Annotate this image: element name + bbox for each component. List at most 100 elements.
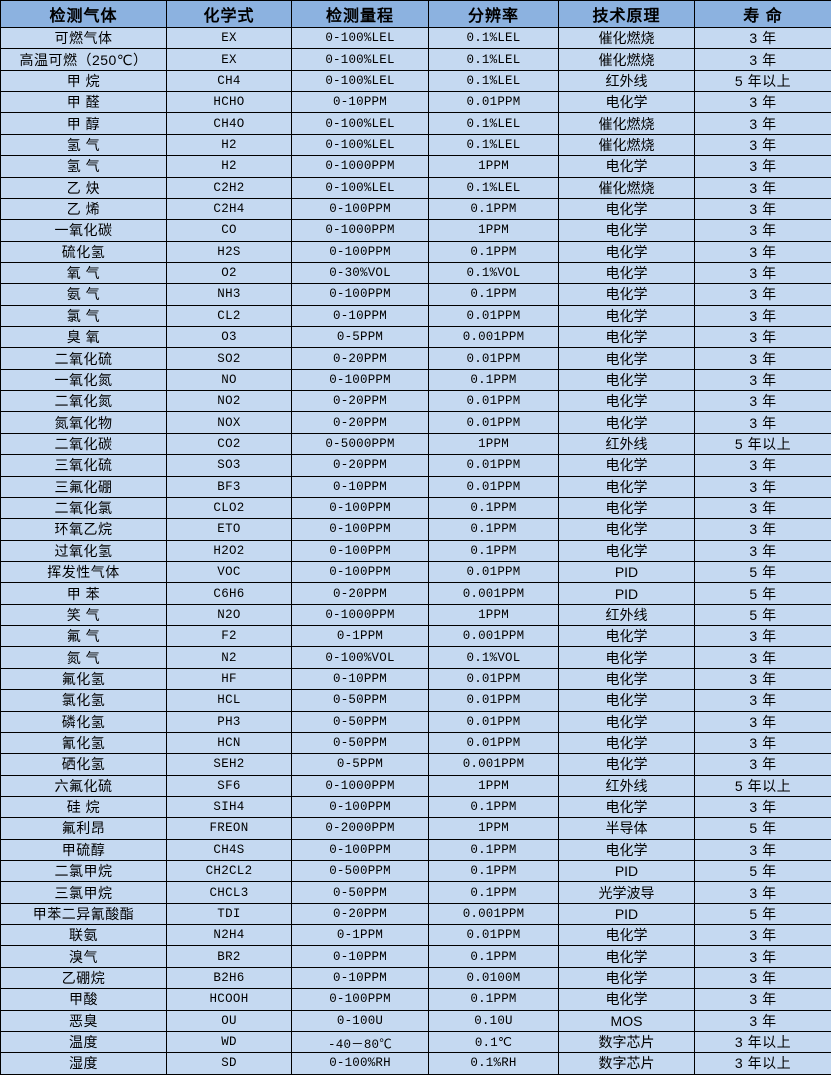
- cell-res: 0.01PPM: [428, 411, 559, 434]
- cell-range: 0-100%LEL: [291, 176, 429, 199]
- cell-res: 0.1%LEL: [428, 69, 559, 93]
- cell-res: 0.1PPM: [428, 860, 559, 883]
- cell-range: 0-50PPM: [291, 881, 429, 904]
- table-row: 六氟化硫 SF6 0-1000PPM 1PPM 红外线 5 年以上: [0, 774, 831, 797]
- cell-tech: PID: [558, 582, 695, 605]
- cell-gas: 湿度: [0, 1052, 167, 1075]
- cell-gas: 六氟化硫: [0, 774, 167, 797]
- cell-formula: CO: [166, 219, 292, 242]
- cell-tech: 数字芯片: [558, 1030, 695, 1054]
- cell-res: 0.1%LEL: [428, 112, 559, 135]
- cell-formula: FREON: [166, 817, 292, 840]
- cell-life: 3 年: [694, 26, 831, 50]
- cell-life: 5 年以上: [694, 774, 831, 797]
- cell-formula: CH4S: [166, 838, 292, 862]
- cell-gas: 氟利昂: [0, 817, 167, 840]
- cell-formula: CO2: [166, 432, 292, 456]
- cell-res: 0.01PPM: [428, 91, 559, 114]
- cell-tech: PID: [558, 560, 695, 584]
- table-body: 可燃气体 EX 0-100%LEL 0.1%LEL 催化燃烧 3 年高温可燃（250℃） E…: [0, 26, 831, 1075]
- cell-tech: 电化学: [558, 924, 695, 947]
- cell-formula: HF: [166, 667, 292, 691]
- cell-tech: PID: [558, 860, 695, 883]
- cell-life: 3 年: [694, 326, 831, 349]
- cell-tech: 电化学: [558, 155, 695, 178]
- table-row: 联氨 N2H4 0-1PPM 0.01PPM 电化学 3 年: [0, 924, 831, 947]
- table-header: 检测气体 化学式 检测量程 分辨率 技术原理 寿 命: [0, 0, 831, 28]
- cell-formula: VOC: [166, 560, 292, 584]
- cell-res: 0.01PPM: [428, 710, 559, 733]
- cell-gas: 恶臭: [0, 1009, 167, 1032]
- cell-range: 0-100PPM: [291, 283, 429, 306]
- cell-life: 3 年: [694, 924, 831, 947]
- table-row: 湿度 SD 0-100%RH 0.1%RH 数字芯片 3 年以上: [0, 1052, 831, 1075]
- cell-range: 0-5PPM: [291, 753, 429, 776]
- cell-range: 0-100%LEL: [291, 69, 429, 93]
- cell-res: 0.1PPM: [428, 838, 559, 862]
- cell-life: 3 年: [694, 176, 831, 199]
- table-row: 氮氧化物 NOX 0-20PPM 0.01PPM 电化学 3 年: [0, 411, 831, 434]
- table-row: 氢 气 H2 0-100%LEL 0.1%LEL 催化燃烧 3 年: [0, 133, 831, 157]
- cell-range: 0-5PPM: [291, 326, 429, 349]
- cell-range: 0-1000PPM: [291, 219, 429, 242]
- cell-range: 0-10PPM: [291, 304, 429, 328]
- cell-life: 3 年: [694, 48, 831, 71]
- cell-tech: 电化学: [558, 731, 695, 755]
- table-row: 氧 气 O2 0-30%VOL 0.1%VOL 电化学 3 年: [0, 261, 831, 285]
- cell-formula: B2H6: [166, 966, 292, 990]
- cell-tech: 半导体: [558, 817, 695, 840]
- header-row: 检测气体 化学式 检测量程 分辨率 技术原理 寿 命: [0, 0, 831, 28]
- cell-range: 0-50PPM: [291, 731, 429, 755]
- cell-formula: H2O2: [166, 539, 292, 562]
- cell-res: 0.1%VOL: [428, 646, 559, 669]
- column-header-gas: 检测气体: [0, 0, 167, 28]
- cell-range: 0-2000PPM: [291, 817, 429, 840]
- cell-gas: 硅 烷: [0, 795, 167, 819]
- cell-gas: 高温可燃（250℃）: [0, 48, 167, 71]
- cell-formula: BR2: [166, 945, 292, 968]
- cell-range: 0-1000PPM: [291, 774, 429, 797]
- cell-formula: SIH4: [166, 795, 292, 819]
- cell-gas: 甲 烷: [0, 69, 167, 93]
- cell-res: 0.01PPM: [428, 731, 559, 755]
- table-row: 笑 气 N2O 0-1000PPM 1PPM 红外线 5 年: [0, 603, 831, 627]
- cell-life: 3 年以上: [694, 1052, 831, 1075]
- cell-formula: C2H2: [166, 176, 292, 199]
- cell-life: 3 年: [694, 689, 831, 712]
- cell-life: 3 年: [694, 304, 831, 328]
- table-row: 乙硼烷 B2H6 0-10PPM 0.0100M 电化学 3 年: [0, 966, 831, 990]
- cell-res: 0.1PPM: [428, 368, 559, 392]
- table-row: 氨 气 NH3 0-100PPM 0.1PPM 电化学 3 年: [0, 283, 831, 306]
- cell-gas: 氮氧化物: [0, 411, 167, 434]
- cell-range: 0-100PPM: [291, 795, 429, 819]
- cell-formula: CH4O: [166, 112, 292, 135]
- cell-formula: SD: [166, 1052, 292, 1075]
- cell-tech: 催化燃烧: [558, 112, 695, 135]
- cell-tech: 电化学: [558, 988, 695, 1011]
- cell-life: 3 年: [694, 753, 831, 776]
- cell-tech: 数字芯片: [558, 1052, 695, 1075]
- cell-tech: 电化学: [558, 945, 695, 968]
- cell-res: 0.1PPM: [428, 539, 559, 562]
- cell-tech: 电化学: [558, 368, 695, 392]
- cell-gas: 氮 气: [0, 646, 167, 669]
- cell-formula: C6H6: [166, 582, 292, 605]
- table-row: 硅 烷 SIH4 0-100PPM 0.1PPM 电化学 3 年: [0, 795, 831, 819]
- cell-range: 0-20PPM: [291, 902, 429, 926]
- cell-tech: 电化学: [558, 496, 695, 520]
- cell-gas: 三氧化硫: [0, 454, 167, 477]
- cell-formula: CL2: [166, 304, 292, 328]
- cell-range: 0-100%LEL: [291, 48, 429, 71]
- cell-tech: 电化学: [558, 240, 695, 263]
- cell-gas: 二氧化碳: [0, 432, 167, 456]
- cell-gas: 笑 气: [0, 603, 167, 627]
- cell-gas: 甲 醇: [0, 112, 167, 135]
- cell-res: 0.1PPM: [428, 240, 559, 263]
- cell-gas: 硒化氢: [0, 753, 167, 776]
- cell-gas: 一氧化氮: [0, 368, 167, 392]
- cell-tech: 催化燃烧: [558, 176, 695, 199]
- cell-res: 0.1%LEL: [428, 26, 559, 50]
- cell-life: 3 年: [694, 240, 831, 263]
- cell-tech: 电化学: [558, 795, 695, 819]
- cell-tech: 电化学: [558, 283, 695, 306]
